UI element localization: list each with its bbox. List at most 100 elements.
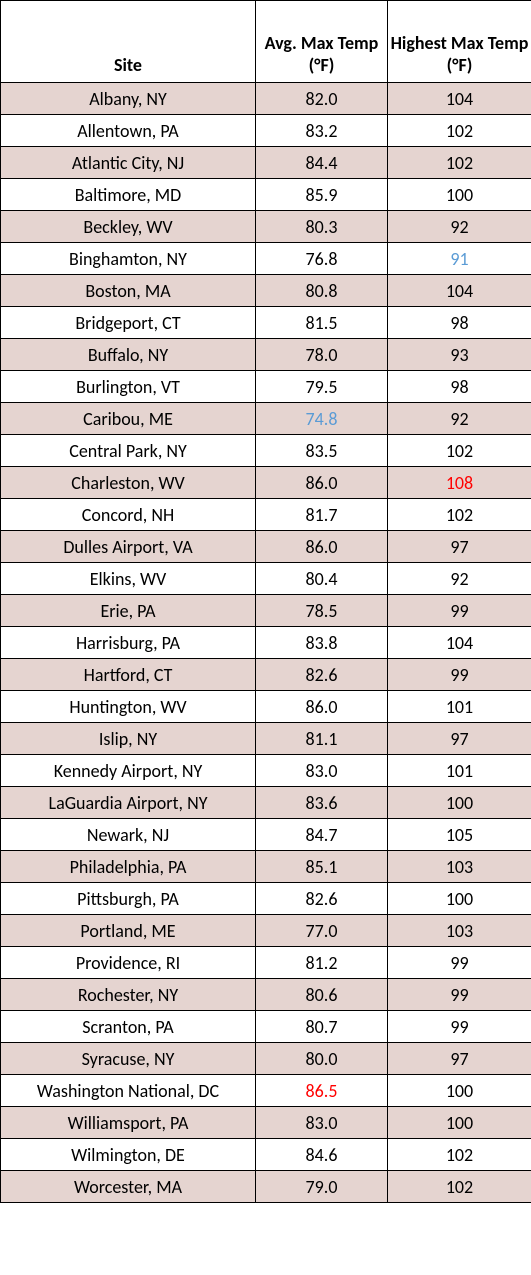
cell-high: 100: [388, 1075, 531, 1107]
cell-high: 97: [388, 723, 531, 755]
cell-avg: 74.8: [256, 403, 388, 435]
cell-avg: 78.5: [256, 595, 388, 627]
cell-high: 102: [388, 1139, 531, 1171]
cell-high: 99: [388, 595, 531, 627]
cell-high: 100: [388, 1107, 531, 1139]
cell-avg: 83.6: [256, 787, 388, 819]
cell-high: 101: [388, 691, 531, 723]
cell-high: 98: [388, 371, 531, 403]
table-row: Newark, NJ84.7105: [1, 819, 531, 851]
table-row: Philadelphia, PA85.1103: [1, 851, 531, 883]
cell-avg: 83.8: [256, 627, 388, 659]
cell-avg: 83.0: [256, 755, 388, 787]
cell-avg: 80.7: [256, 1011, 388, 1043]
cell-high: 102: [388, 435, 531, 467]
table-row: Buffalo, NY78.093: [1, 339, 531, 371]
cell-site: Boston, MA: [1, 275, 256, 307]
table-row: Portland, ME77.0103: [1, 915, 531, 947]
cell-avg: 80.3: [256, 211, 388, 243]
temperature-table: Site Avg. Max Temp (°F) Highest Max Temp…: [0, 0, 531, 1203]
cell-high: 99: [388, 947, 531, 979]
header-high: Highest Max Temp (°F): [388, 1, 531, 83]
table-row: Elkins, WV80.492: [1, 563, 531, 595]
cell-site: LaGuardia Airport, NY: [1, 787, 256, 819]
cell-site: Williamsport, PA: [1, 1107, 256, 1139]
cell-high: 99: [388, 979, 531, 1011]
cell-site: Baltimore, MD: [1, 179, 256, 211]
table-row: Harrisburg, PA83.8104: [1, 627, 531, 659]
cell-site: Islip, NY: [1, 723, 256, 755]
table-row: Williamsport, PA83.0100: [1, 1107, 531, 1139]
cell-high: 92: [388, 563, 531, 595]
cell-site: Erie, PA: [1, 595, 256, 627]
cell-high: 100: [388, 883, 531, 915]
cell-site: Worcester, MA: [1, 1171, 256, 1203]
cell-site: Allentown, PA: [1, 115, 256, 147]
cell-avg: 81.1: [256, 723, 388, 755]
table-row: Washington National, DC86.5100: [1, 1075, 531, 1107]
cell-site: Syracuse, NY: [1, 1043, 256, 1075]
cell-avg: 85.9: [256, 179, 388, 211]
table-row: Pittsburgh, PA82.6100: [1, 883, 531, 915]
cell-high: 105: [388, 819, 531, 851]
cell-avg: 80.4: [256, 563, 388, 595]
cell-site: Bridgeport, CT: [1, 307, 256, 339]
table-row: Baltimore, MD85.9100: [1, 179, 531, 211]
cell-avg: 86.0: [256, 531, 388, 563]
cell-avg: 84.4: [256, 147, 388, 179]
cell-high: 98: [388, 307, 531, 339]
cell-high: 102: [388, 147, 531, 179]
cell-site: Wilmington, DE: [1, 1139, 256, 1171]
cell-high: 101: [388, 755, 531, 787]
cell-avg: 86.0: [256, 467, 388, 499]
cell-site: Rochester, NY: [1, 979, 256, 1011]
cell-avg: 85.1: [256, 851, 388, 883]
cell-avg: 83.0: [256, 1107, 388, 1139]
cell-avg: 81.2: [256, 947, 388, 979]
cell-high: 103: [388, 915, 531, 947]
table-header: Site Avg. Max Temp (°F) Highest Max Temp…: [1, 1, 531, 83]
cell-high: 97: [388, 531, 531, 563]
table-row: Charleston, WV86.0108: [1, 467, 531, 499]
cell-site: Elkins, WV: [1, 563, 256, 595]
header-site: Site: [1, 1, 256, 83]
cell-site: Beckley, WV: [1, 211, 256, 243]
cell-high: 104: [388, 83, 531, 115]
table-row: LaGuardia Airport, NY83.6100: [1, 787, 531, 819]
cell-high: 102: [388, 1171, 531, 1203]
table-row: Islip, NY81.197: [1, 723, 531, 755]
cell-avg: 79.5: [256, 371, 388, 403]
cell-avg: 81.5: [256, 307, 388, 339]
cell-avg: 77.0: [256, 915, 388, 947]
cell-site: Concord, NH: [1, 499, 256, 531]
table-row: Providence, RI81.299: [1, 947, 531, 979]
cell-high: 99: [388, 659, 531, 691]
cell-avg: 81.7: [256, 499, 388, 531]
cell-high: 102: [388, 499, 531, 531]
cell-high: 104: [388, 627, 531, 659]
cell-site: Albany, NY: [1, 83, 256, 115]
table-row: Boston, MA80.8104: [1, 275, 531, 307]
cell-high: 99: [388, 1011, 531, 1043]
cell-high: 103: [388, 851, 531, 883]
table-row: Huntington, WV86.0101: [1, 691, 531, 723]
cell-site: Portland, ME: [1, 915, 256, 947]
cell-avg: 76.8: [256, 243, 388, 275]
cell-site: Buffalo, NY: [1, 339, 256, 371]
table-row: Burlington, VT79.598: [1, 371, 531, 403]
cell-site: Philadelphia, PA: [1, 851, 256, 883]
cell-site: Burlington, VT: [1, 371, 256, 403]
cell-avg: 79.0: [256, 1171, 388, 1203]
cell-site: Hartford, CT: [1, 659, 256, 691]
cell-avg: 82.0: [256, 83, 388, 115]
table-row: Binghamton, NY76.891: [1, 243, 531, 275]
cell-avg: 80.0: [256, 1043, 388, 1075]
table-row: Dulles Airport, VA86.097: [1, 531, 531, 563]
cell-site: Providence, RI: [1, 947, 256, 979]
table-row: Atlantic City, NJ84.4102: [1, 147, 531, 179]
cell-high: 102: [388, 115, 531, 147]
table-row: Wilmington, DE84.6102: [1, 1139, 531, 1171]
table-row: Beckley, WV80.392: [1, 211, 531, 243]
cell-high: 92: [388, 403, 531, 435]
cell-high: 100: [388, 179, 531, 211]
